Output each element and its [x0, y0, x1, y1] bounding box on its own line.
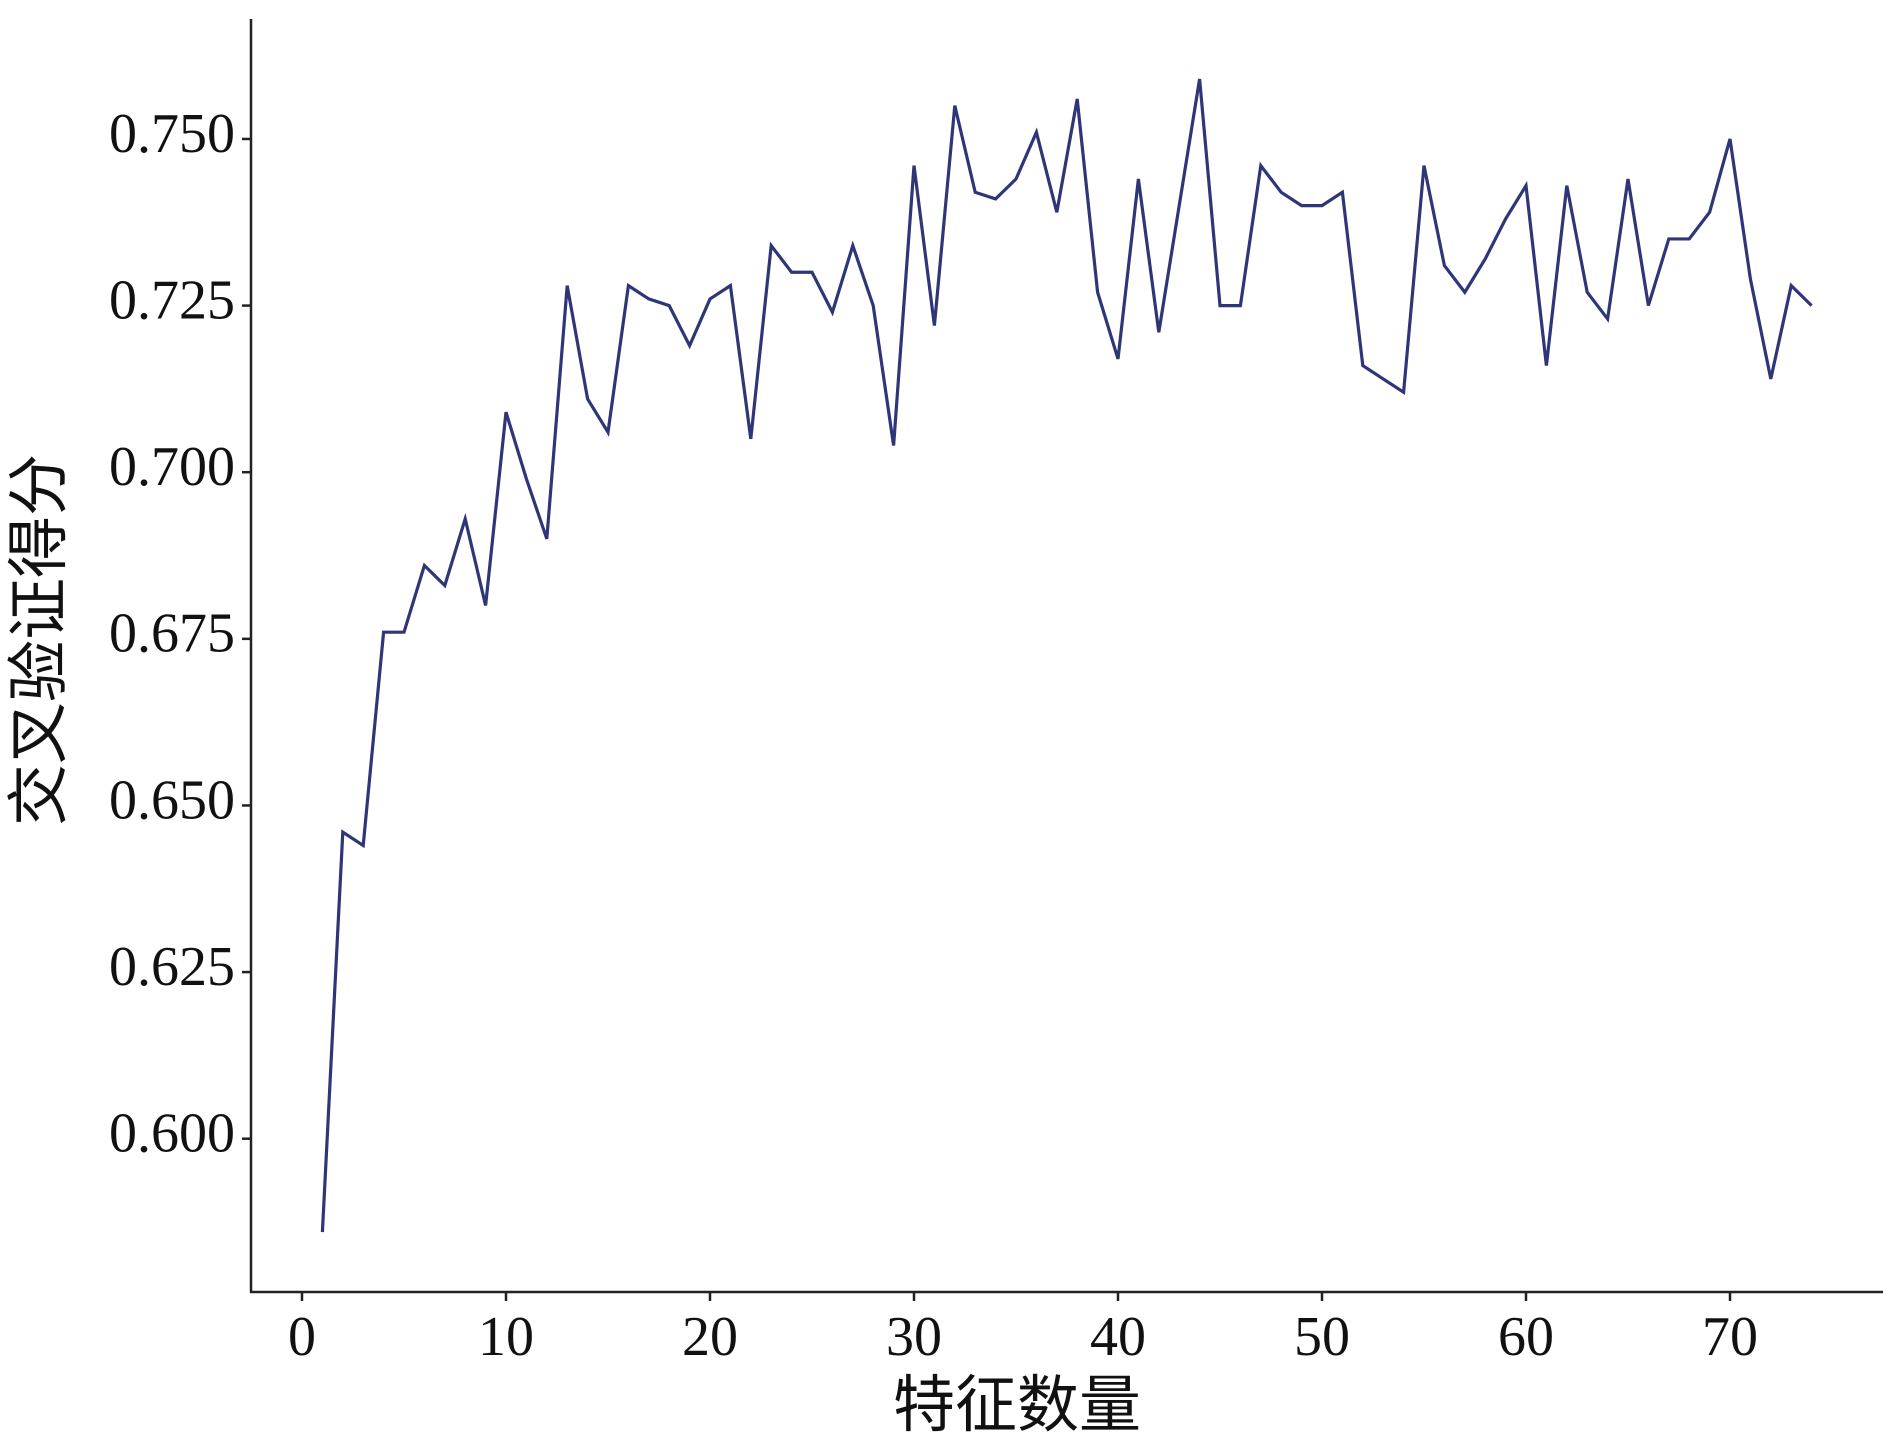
y-tick-label: 0.700: [109, 436, 235, 498]
x-tick-label: 70: [1702, 1306, 1758, 1368]
y-tick-label: 0.725: [109, 269, 235, 331]
y-tick-label: 0.750: [109, 103, 235, 165]
x-tick-label: 10: [478, 1306, 534, 1368]
y-tick-label: 0.600: [109, 1103, 235, 1165]
y-tick-label: 0.675: [109, 603, 235, 665]
x-tick-label: 30: [886, 1306, 942, 1368]
x-tick-label: 50: [1294, 1306, 1350, 1368]
x-tick-label: 0: [288, 1306, 316, 1368]
x-tick-label: 40: [1090, 1306, 1146, 1368]
x-axis-title: 特征数量: [893, 1372, 1141, 1440]
x-tick-label: 60: [1498, 1306, 1554, 1368]
y-axis-title: 交叉验证得分: [6, 454, 74, 826]
y-tick-label: 0.625: [109, 936, 235, 998]
y-tick-label: 0.650: [109, 769, 235, 831]
data-line: [320, 78, 1813, 1233]
x-tick-label: 20: [682, 1306, 738, 1368]
